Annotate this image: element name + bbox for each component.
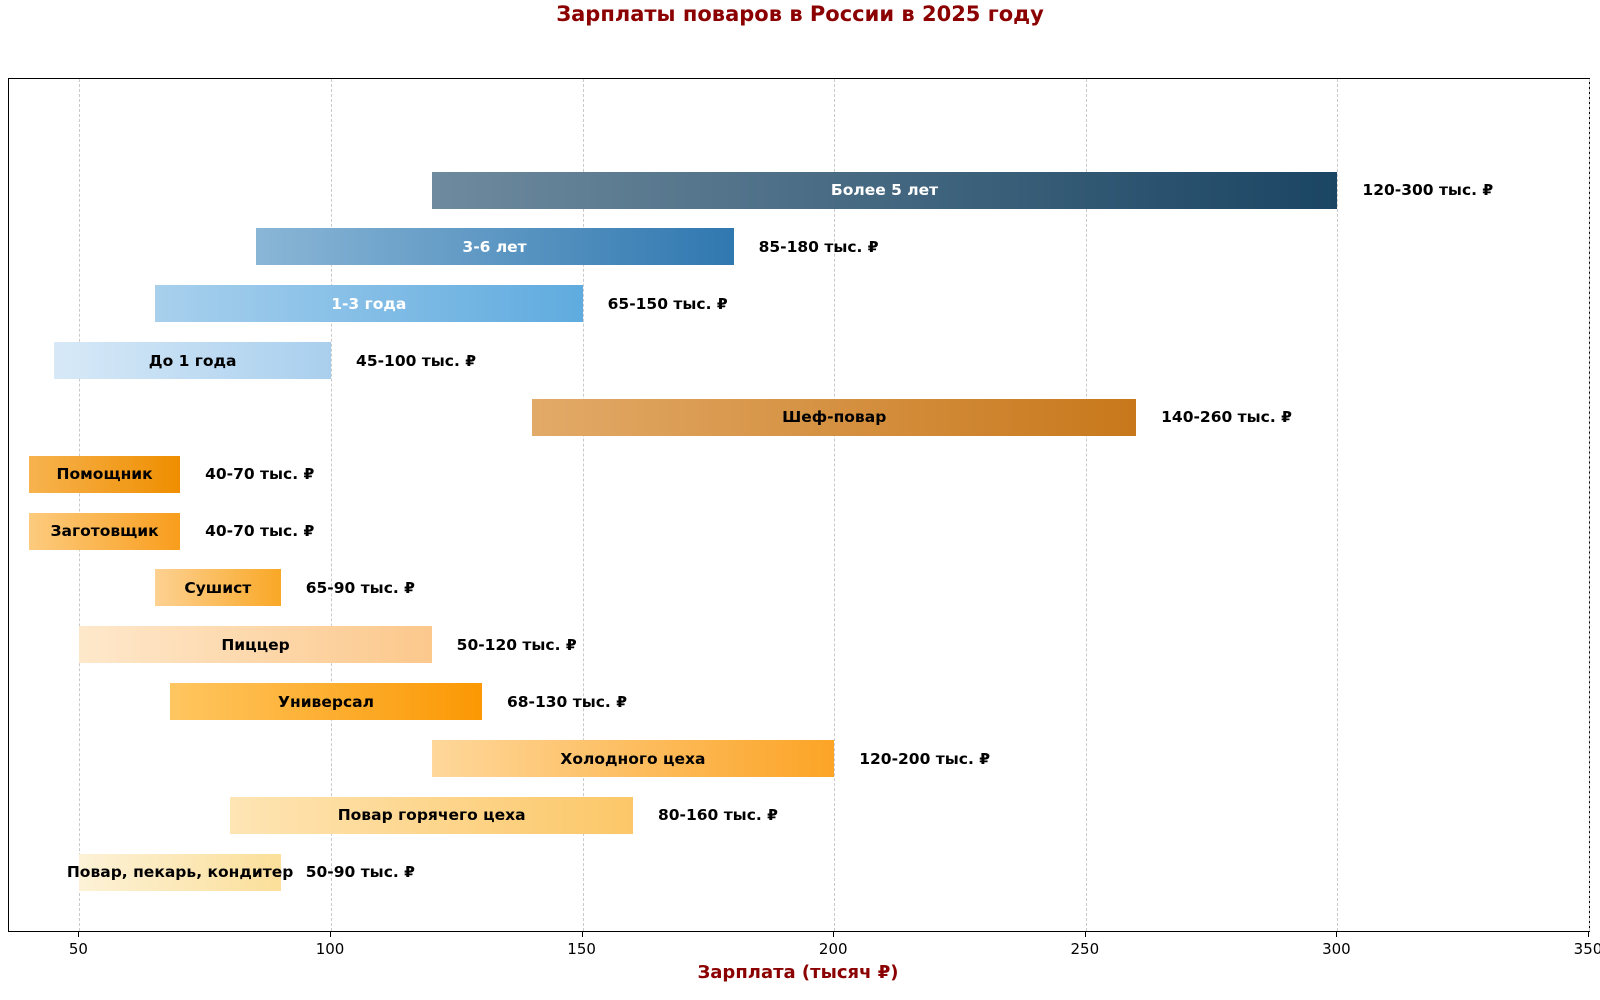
x-tick-label-200: 200 [818, 940, 848, 958]
range-bar-13: Повар, пекарь, кондитер [67, 853, 293, 891]
x-tick-mark [1084, 931, 1086, 937]
bar-range-label: 120-300 тыс. ₽ [1362, 181, 1494, 199]
bar-category-label: Пиццер [221, 635, 290, 654]
gridline-x-150 [582, 79, 584, 931]
x-tick-mark [581, 931, 583, 937]
bar-category-label: Более 5 лет [830, 181, 939, 199]
bar-category-label: Помощник [56, 465, 153, 484]
bar-category-label: 1-3 года [331, 294, 407, 313]
gridline-x-300 [1337, 79, 1339, 931]
bar-category-label: До 1 года [148, 351, 237, 370]
bar-category-label: Сушист [184, 578, 252, 597]
range-bar-8: Сушист [154, 569, 281, 607]
gridline-x-50 [79, 79, 81, 931]
bar-category-label: 3-6 лет [462, 237, 527, 256]
bar-range-label: 80-160 тыс. ₽ [657, 806, 778, 825]
gridline-x-350 [1589, 79, 1590, 931]
x-tick-mark [78, 931, 80, 937]
bar-category-label: Холодного цеха [560, 749, 706, 768]
range-bar-5: Шеф-повар [532, 398, 1137, 436]
range-bar-12: Повар горячего цеха [230, 796, 633, 834]
x-tick-label-50: 50 [68, 940, 88, 958]
plot-area: Более 5 лет 120-300 тыс. ₽ 3-6 лет 85-180 т… [8, 78, 1590, 932]
bar-range-label: 40-70 тыс. ₽ [205, 522, 315, 541]
bar-range-label: 40-70 тыс. ₽ [205, 465, 315, 484]
range-bar-9: Пиццер [79, 626, 432, 664]
bar-range-label: 140-260 тыс. ₽ [1161, 408, 1292, 427]
gridline-x-200 [834, 79, 836, 931]
bar-range-label: 85-180 тыс. ₽ [758, 237, 879, 256]
bar-category-label: Заготовщик [50, 522, 159, 541]
bar-category-label: Универсал [278, 692, 374, 711]
bar-range-label: 65-150 тыс. ₽ [607, 294, 728, 313]
range-bar-1: Более 5 лет [431, 171, 1338, 209]
range-bar-7: Заготовщик [29, 512, 181, 550]
x-tick-label-100: 100 [315, 940, 345, 958]
chart-title: Зарплаты поваров в России в 2025 году [556, 2, 1044, 26]
bar-range-label: 45-100 тыс. ₽ [356, 351, 477, 370]
bar-category-label: Шеф-повар [782, 408, 887, 427]
gridline-x-250 [1085, 79, 1087, 931]
bar-category-label: Повар, пекарь, кондитер [66, 863, 294, 882]
x-tick-label-150: 150 [567, 940, 596, 958]
range-bar-6: Помощник [29, 455, 181, 493]
x-tick-mark [330, 931, 332, 937]
x-tick-label-250: 250 [1070, 940, 1100, 958]
bar-range-label: 120-200 тыс. ₽ [859, 749, 991, 768]
x-tick-mark [1588, 931, 1589, 937]
bar-range-label: 50-120 тыс. ₽ [456, 635, 577, 654]
bar-range-label: 68-130 тыс. ₽ [506, 692, 627, 711]
bar-range-label: 65-90 тыс. ₽ [305, 578, 415, 597]
x-axis-title: Зарплата (тысяч ₽) [697, 962, 899, 983]
range-bar-11: Холодного цеха [431, 740, 835, 777]
x-tick-label-300: 300 [1322, 940, 1351, 958]
gridline-x-100 [331, 79, 333, 931]
x-tick-label-350: 350 [1573, 940, 1600, 958]
x-tick-mark [833, 931, 835, 937]
bar-range-label: 50-90 тыс. ₽ [305, 863, 415, 882]
range-bar-2: 3-6 лет [255, 228, 734, 266]
x-tick-mark [1336, 931, 1338, 937]
bar-category-label: Повар горячего цеха [337, 806, 526, 825]
range-bar-3: 1-3 года [154, 285, 583, 323]
range-bar-10: Универсал [170, 683, 482, 721]
range-bar-4: До 1 года [54, 342, 332, 380]
